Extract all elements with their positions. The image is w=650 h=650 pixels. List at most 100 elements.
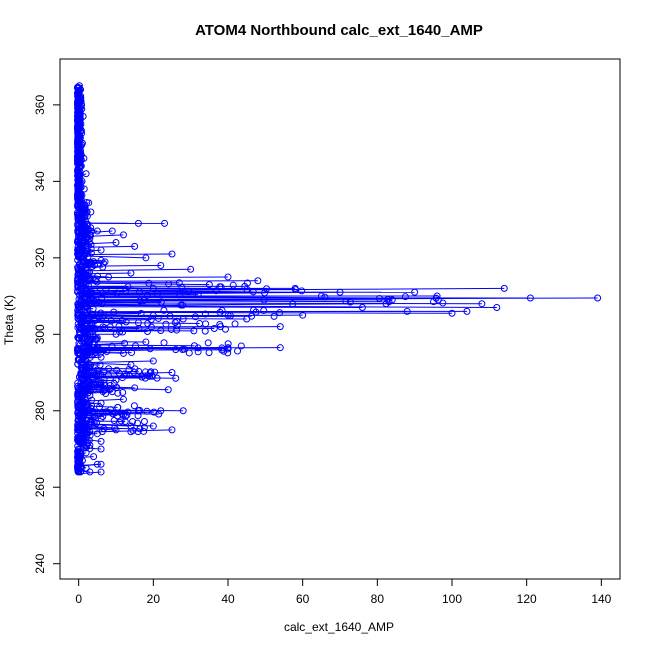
cluster-point (98, 428, 106, 436)
cluster-point (88, 347, 96, 355)
data-point (105, 273, 113, 281)
series-segment (82, 255, 146, 259)
cluster-point (144, 327, 152, 335)
cluster-segment (82, 288, 296, 291)
cluster-point (106, 323, 114, 331)
data-point (108, 227, 116, 235)
cluster-point (143, 407, 151, 415)
cluster-point (94, 380, 102, 388)
cluster-point (92, 419, 100, 427)
cluster-point (216, 308, 224, 316)
series-segment (82, 456, 94, 458)
cluster-point (191, 313, 199, 321)
series-segment (82, 245, 135, 248)
series-segment (86, 344, 195, 347)
cluster-point (210, 325, 218, 333)
data-point (168, 426, 176, 434)
series-segment (82, 187, 85, 190)
data-point (172, 346, 180, 354)
series-segment (86, 317, 184, 320)
data-point (93, 334, 101, 342)
cluster-point (82, 286, 90, 294)
cluster-point (100, 368, 108, 376)
y-tick-label: 340 (33, 171, 47, 191)
cluster-point (375, 295, 383, 303)
cluster-point (155, 410, 163, 418)
x-axis-label: calc_ext_1640_AMP (284, 620, 394, 634)
data-point (127, 269, 135, 277)
cluster-point (79, 419, 87, 427)
data-point (97, 445, 105, 453)
cluster-point (97, 381, 105, 389)
cluster-point (132, 342, 140, 350)
cluster-point (111, 409, 119, 417)
series-segment (81, 156, 85, 159)
data-point (78, 177, 86, 185)
cluster-point (87, 310, 95, 318)
data-point (134, 219, 142, 227)
cluster-point (121, 339, 129, 347)
data-point (90, 258, 98, 266)
cluster-point (173, 317, 181, 325)
cluster-point (430, 298, 438, 306)
data-point (411, 288, 419, 296)
y-tick-label: 320 (33, 247, 47, 267)
band-point (74, 279, 82, 287)
cluster-point (289, 300, 297, 308)
x-tick-label: 60 (296, 592, 310, 606)
series-segment (80, 111, 83, 114)
cluster-point (201, 310, 209, 318)
cluster-point (84, 363, 92, 371)
cluster-point (119, 388, 127, 396)
cluster-point (229, 281, 237, 289)
data-point (493, 304, 501, 312)
cluster-point (83, 417, 91, 425)
x-tick-label: 80 (371, 592, 385, 606)
data-point (317, 292, 325, 300)
cluster-point (136, 288, 144, 296)
cluster-point (237, 342, 245, 350)
cluster-point (147, 323, 155, 331)
cluster-point (128, 349, 136, 357)
series-segment (82, 234, 124, 238)
data-point (179, 407, 187, 415)
cluster-point (122, 371, 130, 379)
cluster-point (147, 316, 155, 324)
y-tick-label: 300 (33, 324, 47, 344)
cluster-point (173, 322, 181, 330)
data-point (86, 235, 94, 243)
x-tick-label: 20 (147, 592, 161, 606)
cluster-point (234, 347, 242, 355)
data-point (448, 309, 456, 317)
data-point (82, 464, 90, 472)
data-point (80, 154, 88, 162)
cluster-segment (82, 319, 112, 322)
data-point (119, 231, 127, 239)
cluster-point (99, 412, 107, 420)
cluster-point (179, 301, 187, 309)
cluster-point (130, 368, 138, 376)
cluster-point (140, 297, 148, 305)
data-point (77, 86, 85, 94)
data-point (79, 112, 87, 120)
cluster-segment (80, 388, 83, 391)
data-point (119, 395, 127, 403)
plot-area (74, 82, 602, 476)
cluster-point (218, 344, 226, 352)
cluster-point (180, 345, 188, 353)
cluster-point (149, 312, 157, 320)
cluster-point (121, 370, 129, 378)
cluster-point (224, 311, 232, 319)
cluster-point (226, 312, 234, 320)
cluster-point (218, 306, 226, 314)
data-point (97, 246, 105, 254)
cluster-point (116, 328, 124, 336)
data-point (78, 101, 86, 109)
cluster-point (153, 290, 161, 298)
data-point (149, 284, 157, 292)
chart-title: ATOM4 Northbound calc_ext_1640_AMP (195, 22, 483, 39)
series-segment (79, 95, 83, 98)
data-point (299, 311, 307, 319)
series-segment (82, 242, 117, 245)
